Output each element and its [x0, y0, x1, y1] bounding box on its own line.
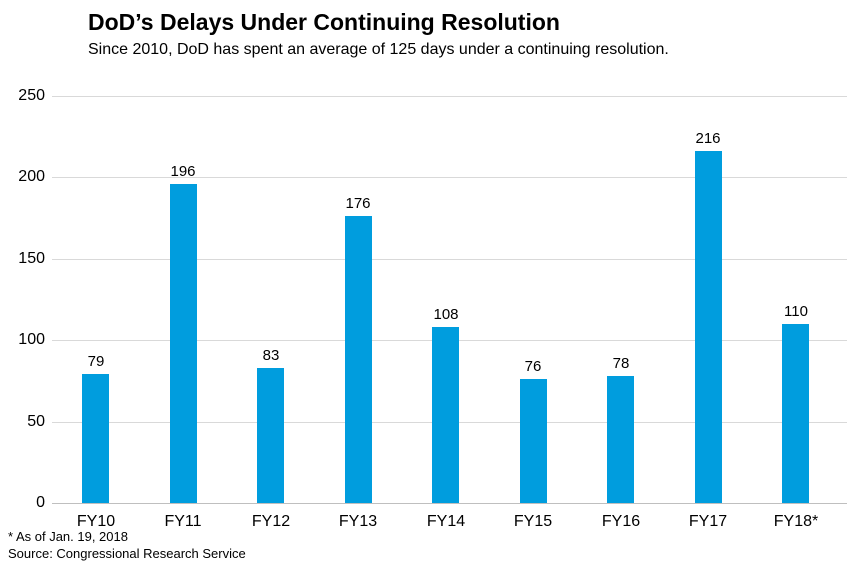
- chart-title: DoD’s Delays Under Continuing Resolution: [88, 9, 560, 35]
- gridline: [52, 259, 847, 260]
- bar-fy13: [345, 216, 372, 503]
- y-axis-tick-label: 250: [18, 87, 45, 104]
- gridline: [52, 177, 847, 178]
- bar-fy16: [607, 376, 634, 503]
- x-axis-tick-label: FY17: [688, 513, 728, 530]
- bar-value-label: 78: [612, 355, 630, 372]
- y-axis-tick-label: 150: [18, 250, 45, 267]
- x-axis-tick-label: FY12: [251, 513, 291, 530]
- x-axis-tick-label: FY18*: [773, 513, 819, 530]
- bar-value-label: 108: [433, 306, 459, 323]
- bar-value-label: 176: [345, 195, 371, 212]
- bar-value-label: 83: [262, 347, 280, 364]
- y-axis-tick-label: 0: [36, 494, 45, 511]
- x-axis-tick-label: FY14: [426, 513, 466, 530]
- bar-value-label: 76: [524, 358, 542, 375]
- bar-fy14: [432, 327, 459, 503]
- y-axis-tick-label: 50: [27, 413, 45, 430]
- bar-value-label: 79: [87, 353, 105, 370]
- bar-value-label: 196: [170, 163, 196, 180]
- bar-fy18: [782, 324, 809, 503]
- x-axis-tick-label: FY13: [338, 513, 378, 530]
- y-axis-tick-label: 100: [18, 331, 45, 348]
- x-axis-tick-label: FY11: [164, 513, 202, 530]
- bar-value-label: 110: [784, 303, 808, 320]
- bar-fy17: [695, 151, 722, 503]
- bar-fy12: [257, 368, 284, 503]
- gridline: [52, 96, 847, 97]
- x-axis-line: [52, 503, 847, 504]
- y-axis-tick-label: 200: [18, 168, 45, 185]
- footnote-source: Source: Congressional Research Service: [8, 546, 246, 561]
- x-axis-tick-label: FY10: [76, 513, 116, 530]
- x-axis-tick-label: FY16: [601, 513, 641, 530]
- chart-footer: * As of Jan. 19, 2018 Source: Congressio…: [8, 528, 246, 562]
- bar-fy10: [82, 374, 109, 503]
- footnote-asterisk: * As of Jan. 19, 2018: [8, 529, 128, 544]
- chart-header: DoD’s Delays Under Continuing Resolution…: [88, 8, 828, 61]
- bar-value-label: 216: [695, 130, 721, 147]
- bar-fy15: [520, 379, 547, 503]
- chart-subtitle: Since 2010, DoD has spent an average of …: [88, 40, 669, 58]
- x-axis-tick-label: FY15: [513, 513, 553, 530]
- bar-fy11: [170, 184, 197, 503]
